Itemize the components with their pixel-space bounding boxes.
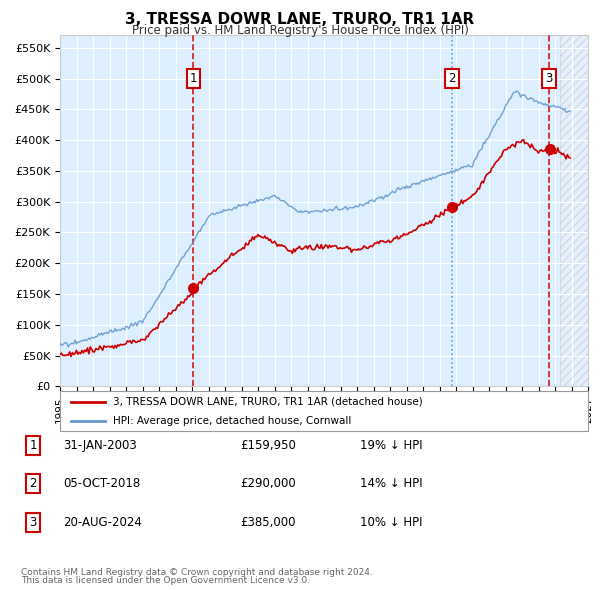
Bar <box>560 35 588 386</box>
Text: 2: 2 <box>448 72 455 85</box>
Text: HPI: Average price, detached house, Cornwall: HPI: Average price, detached house, Corn… <box>113 416 351 425</box>
Text: This data is licensed under the Open Government Licence v3.0.: This data is licensed under the Open Gov… <box>21 576 310 585</box>
Text: 3: 3 <box>545 72 553 85</box>
Text: 2: 2 <box>29 477 37 490</box>
Text: 19% ↓ HPI: 19% ↓ HPI <box>360 439 422 452</box>
Text: £290,000: £290,000 <box>240 477 296 490</box>
Text: 1: 1 <box>29 439 37 452</box>
Text: 05-OCT-2018: 05-OCT-2018 <box>63 477 140 490</box>
Text: Contains HM Land Registry data © Crown copyright and database right 2024.: Contains HM Land Registry data © Crown c… <box>21 568 373 577</box>
Text: 3: 3 <box>29 516 37 529</box>
Text: 31-JAN-2003: 31-JAN-2003 <box>63 439 137 452</box>
Text: 10% ↓ HPI: 10% ↓ HPI <box>360 516 422 529</box>
Text: £159,950: £159,950 <box>240 439 296 452</box>
Text: 3, TRESSA DOWR LANE, TRURO, TR1 1AR: 3, TRESSA DOWR LANE, TRURO, TR1 1AR <box>125 12 475 27</box>
Text: Price paid vs. HM Land Registry's House Price Index (HPI): Price paid vs. HM Land Registry's House … <box>131 24 469 37</box>
Text: 1: 1 <box>190 72 197 85</box>
Text: 14% ↓ HPI: 14% ↓ HPI <box>360 477 422 490</box>
Text: £385,000: £385,000 <box>240 516 296 529</box>
FancyBboxPatch shape <box>60 391 588 431</box>
Text: 20-AUG-2024: 20-AUG-2024 <box>63 516 142 529</box>
Bar <box>560 35 588 386</box>
Text: 3, TRESSA DOWR LANE, TRURO, TR1 1AR (detached house): 3, TRESSA DOWR LANE, TRURO, TR1 1AR (det… <box>113 397 422 407</box>
